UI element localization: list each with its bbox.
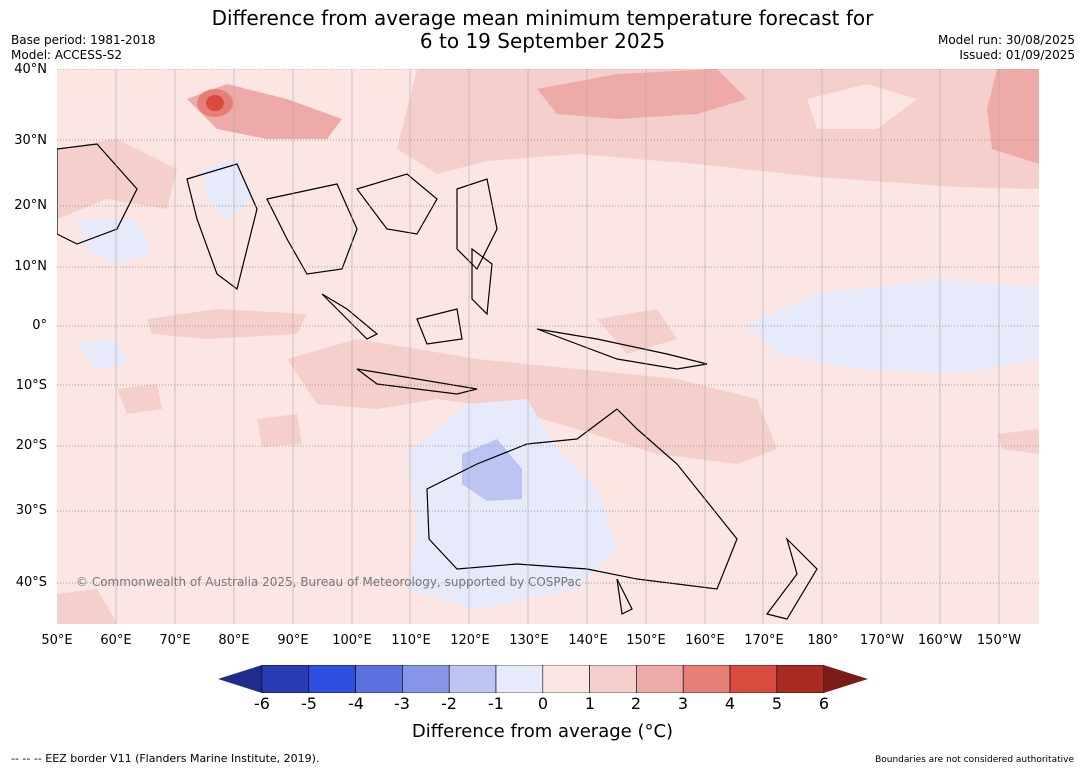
colorbar-swatch — [776, 665, 824, 693]
colorbar-extend-max — [823, 665, 868, 693]
colorbar-tick: 1 — [584, 694, 596, 713]
colorbar — [218, 665, 868, 693]
lon-label-160e: 160°E — [685, 633, 725, 648]
temperature-anomaly-map — [57, 69, 1039, 624]
colorbar-swatch — [355, 665, 403, 693]
colorbar-tick: -2 — [441, 694, 457, 713]
colorbar-swatch — [402, 665, 450, 693]
lat-label-20n: 20°N — [14, 198, 47, 213]
lon-label-90e: 90°E — [277, 633, 309, 648]
model-label: Model: ACCESS-S2 — [11, 48, 123, 62]
colorbar-tick: -3 — [394, 694, 410, 713]
colorbar-tick: -4 — [348, 694, 364, 713]
colorbar-swatch — [682, 665, 731, 693]
lon-label-80e: 80°E — [218, 633, 250, 648]
colorbar-tick: -6 — [254, 694, 270, 713]
lon-label-150w: 150°W — [976, 633, 1022, 648]
colorbar-tick: -5 — [301, 694, 317, 713]
lon-label-120e: 120°E — [450, 633, 490, 648]
colorbar-swatch — [636, 665, 684, 693]
colorbar-swatch — [589, 665, 637, 693]
lat-label-30n: 30°N — [14, 133, 47, 148]
map-title-line1: Difference from average mean minimum tem… — [211, 6, 874, 30]
lat-label-10s: 10°S — [15, 378, 47, 393]
colorbar-tick: -1 — [488, 694, 504, 713]
colorbar-swatch — [729, 665, 778, 693]
lon-label-70e: 70°E — [159, 633, 191, 648]
colorbar-label: Difference from average (°C) — [411, 721, 674, 742]
map-title-line2: 6 to 19 September 2025 — [419, 29, 666, 53]
copyright-notice: © Commonwealth of Australia 2025, Bureau… — [76, 575, 582, 589]
colorbar-extend-min — [218, 665, 262, 693]
lon-label-170e: 170°E — [744, 633, 784, 648]
boundaries-disclaimer: Boundaries are not considered authoritat… — [875, 755, 1074, 765]
lon-label-100e: 100°E — [332, 633, 372, 648]
colorbar-swatch — [542, 665, 590, 693]
lat-label-40n: 40°N — [14, 62, 47, 77]
colorbar-tick: 3 — [677, 694, 689, 713]
colorbar-tick: 5 — [771, 694, 783, 713]
lon-label-180: 180° — [807, 633, 839, 648]
lon-label-60e: 60°E — [100, 633, 132, 648]
colorbar-swatch — [308, 665, 356, 693]
lon-label-110e: 110°E — [391, 633, 431, 648]
lon-label-140e: 140°E — [568, 633, 608, 648]
issued-label: Issued: 01/09/2025 — [959, 48, 1075, 62]
colorbar-tick: 2 — [630, 694, 642, 713]
base-period-label: Base period: 1981-2018 — [11, 33, 156, 47]
colorbar-swatch — [448, 665, 497, 693]
eez-border-note: -- -- -- EEZ border V11 (Flanders Marine… — [11, 752, 320, 765]
lat-label-0: 0° — [32, 318, 47, 333]
lon-label-170w: 170°W — [859, 633, 905, 648]
lon-label-50e: 50°E — [41, 633, 73, 648]
lon-label-160w: 160°W — [917, 633, 963, 648]
colorbar-tick: 0 — [537, 694, 549, 713]
map-canvas — [57, 69, 1039, 624]
colorbar-swatch — [495, 665, 544, 693]
model-run-label: Model run: 30/08/2025 — [937, 33, 1075, 47]
colorbar-tick: 6 — [818, 694, 830, 713]
lon-label-130e: 130°E — [509, 633, 549, 648]
lat-label-20s: 20°S — [15, 438, 47, 453]
lon-label-150e: 150°E — [626, 633, 666, 648]
lat-label-30s: 30°S — [15, 503, 47, 518]
colorbar-swatch — [261, 665, 310, 693]
colorbar-tick: 4 — [724, 694, 736, 713]
lat-label-40s: 40°S — [15, 575, 47, 590]
lat-label-10n: 10°N — [14, 259, 47, 274]
